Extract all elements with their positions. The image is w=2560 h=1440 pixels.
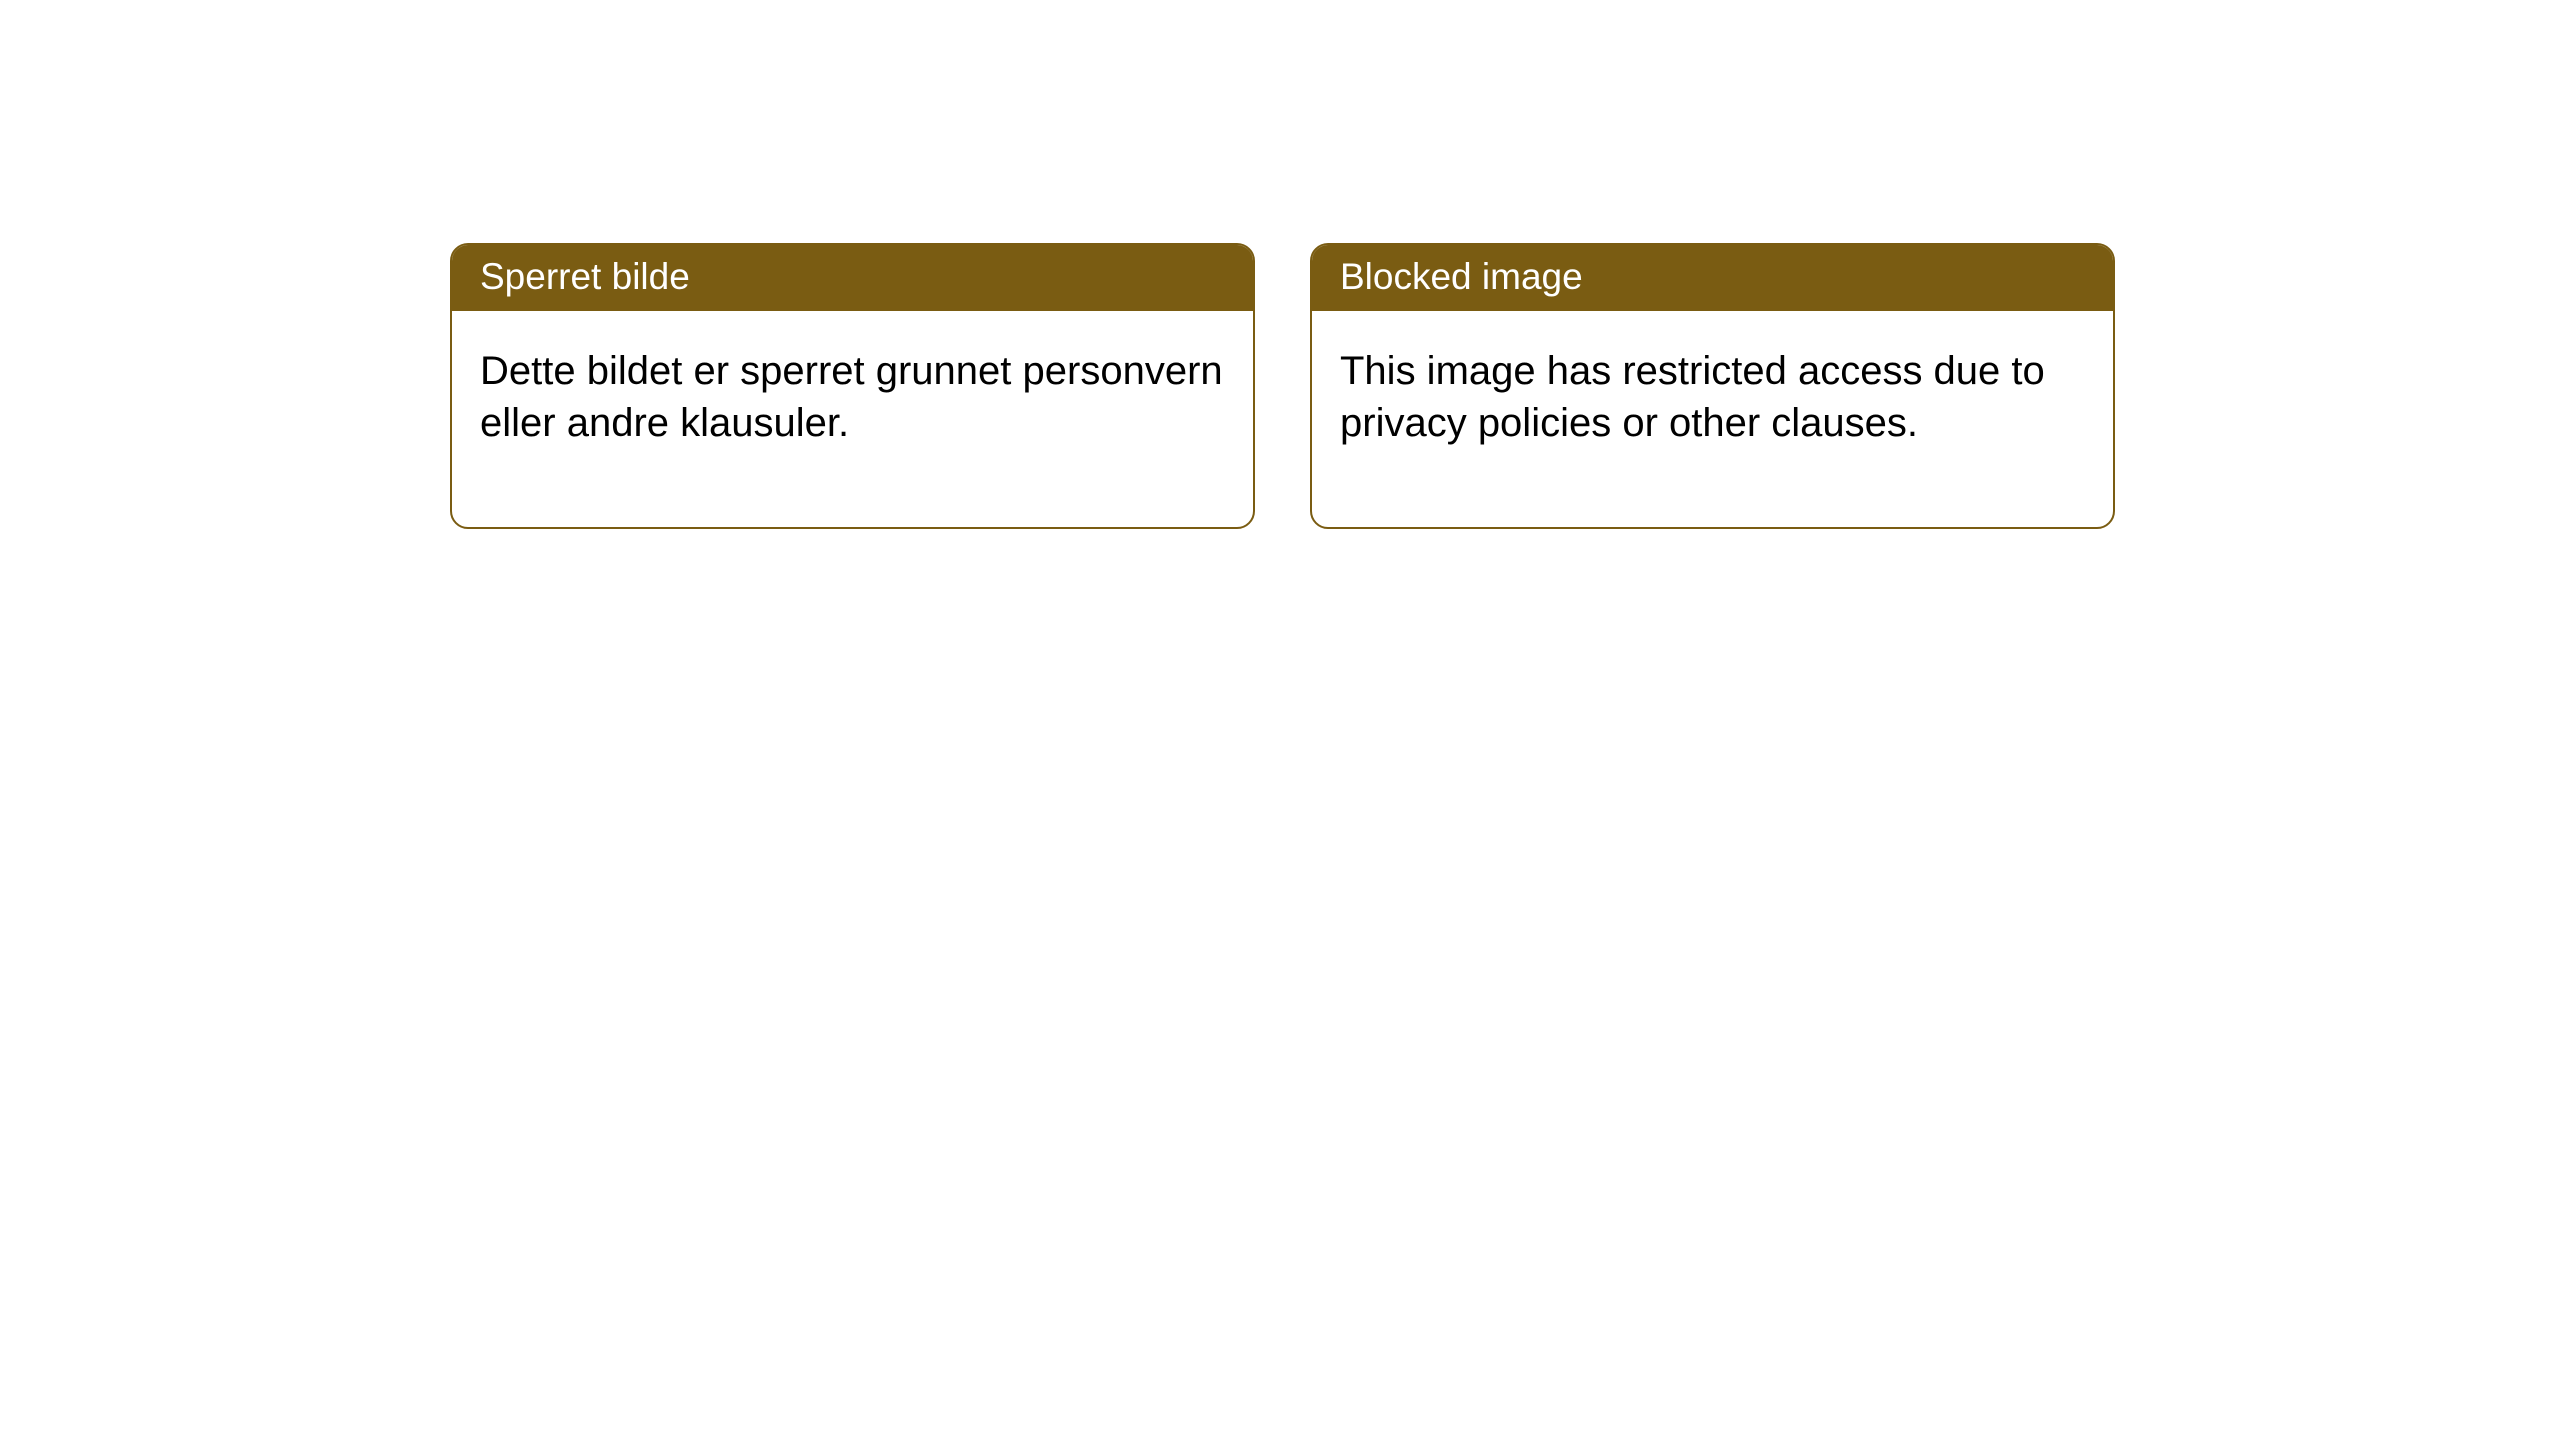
card-body-text: Dette bildet er sperret grunnet personve… — [480, 349, 1223, 445]
card-body: Dette bildet er sperret grunnet personve… — [452, 311, 1253, 527]
blocked-image-card-norwegian: Sperret bilde Dette bildet er sperret gr… — [450, 243, 1255, 529]
card-body: This image has restricted access due to … — [1312, 311, 2113, 527]
notice-cards-container: Sperret bilde Dette bildet er sperret gr… — [0, 0, 2560, 529]
card-header: Blocked image — [1312, 245, 2113, 311]
blocked-image-card-english: Blocked image This image has restricted … — [1310, 243, 2115, 529]
card-title: Blocked image — [1340, 256, 1583, 297]
card-title: Sperret bilde — [480, 256, 690, 297]
card-body-text: This image has restricted access due to … — [1340, 349, 2045, 445]
card-header: Sperret bilde — [452, 245, 1253, 311]
